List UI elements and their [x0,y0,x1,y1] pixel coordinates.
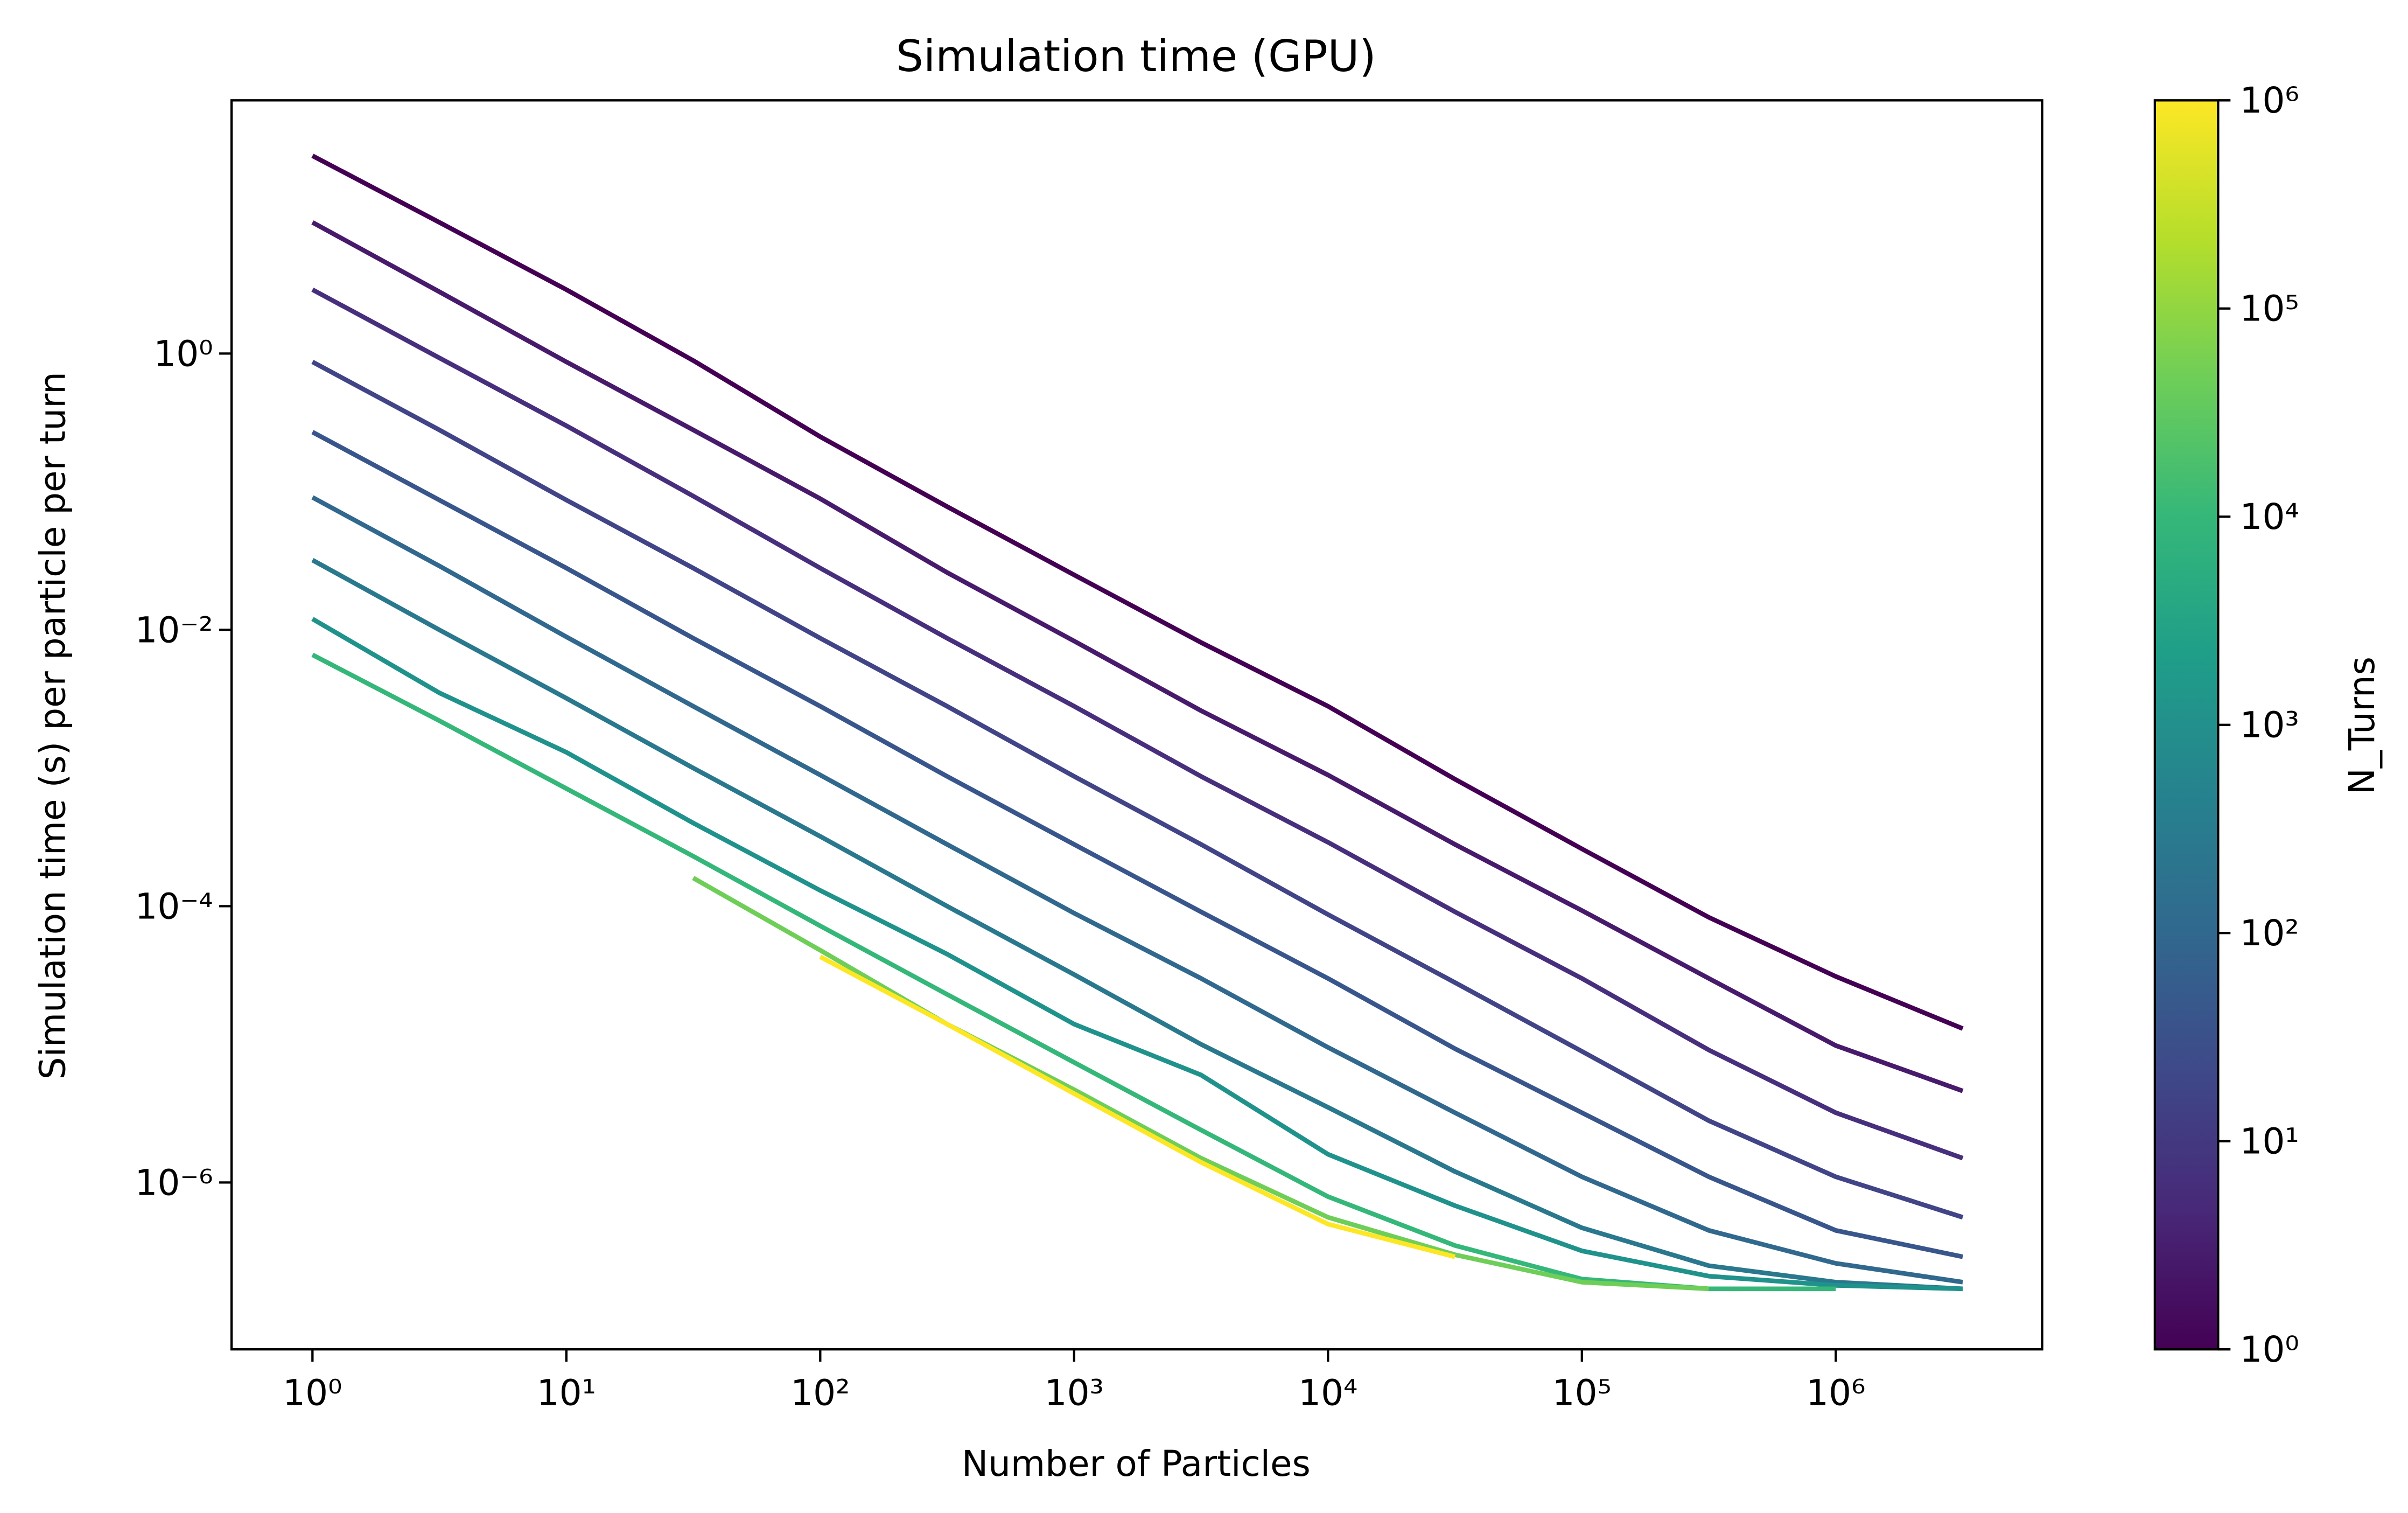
x-tick-label: 10⁰ [283,1372,342,1413]
x-tick-label: 10⁵ [1552,1372,1612,1413]
plot-frame [230,99,2043,1351]
x-tick-label: 10² [790,1372,850,1413]
series-line [311,360,1964,1220]
series-line [311,617,1963,1292]
colorbar-tick-label: 10³ [2240,705,2299,746]
series-line [311,652,1836,1292]
x-tick-label: 10⁶ [1806,1372,1865,1413]
chart-title: Simulation time (GPU) [896,31,1376,81]
colorbar-tick-label: 10⁶ [2240,80,2299,121]
series-line [311,430,1963,1259]
x-axis-label: Number of Particles [962,1443,1311,1484]
x-tick-label: 10¹ [537,1372,596,1413]
y-tick-label: 10⁰ [153,333,213,374]
colorbar-tick-label: 10⁵ [2240,288,2299,330]
colorbar-tick-label: 10⁰ [2240,1329,2299,1370]
series-line [311,220,1964,1093]
x-tick-label: 10³ [1045,1372,1104,1413]
colorbar [2153,99,2220,1351]
x-tick-label: 10⁴ [1298,1372,1357,1413]
colorbar-tick-label: 10¹ [2240,1121,2299,1162]
series-line [311,154,1964,1031]
y-tick-label: 10⁻² [135,609,213,651]
colorbar-tick-label: 10⁴ [2240,496,2299,538]
y-tick-label: 10⁻⁶ [135,1162,213,1203]
y-axis-label: Simulation time (s) per particle per tur… [32,372,73,1079]
series-line [311,495,1963,1285]
series-line [819,954,1456,1259]
colorbar-tick-label: 10² [2240,912,2299,954]
series-line [692,876,1709,1292]
colorbar-label: N_Turns [2341,657,2383,794]
series-line [311,287,1964,1161]
y-tick-label: 10⁻⁴ [135,886,213,927]
series-line [311,558,1963,1292]
